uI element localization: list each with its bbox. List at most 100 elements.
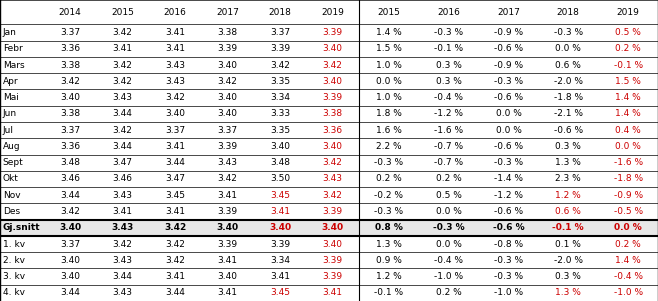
Text: 3.42: 3.42 [165,93,185,102]
Text: 3.40: 3.40 [60,93,80,102]
Text: 3.44: 3.44 [113,109,132,118]
Text: 3.34: 3.34 [270,256,290,265]
Text: 2018: 2018 [557,8,580,17]
Text: -0.3 %: -0.3 % [433,223,465,232]
Text: 3.40: 3.40 [218,93,238,102]
Text: 3.43: 3.43 [113,288,132,297]
Text: 0.3 %: 0.3 % [436,77,461,86]
Text: 3.42: 3.42 [218,77,238,86]
Text: 3.45: 3.45 [165,191,185,200]
Text: 0.2 %: 0.2 % [436,175,461,184]
Text: -1.2 %: -1.2 % [434,109,463,118]
Text: 0.1 %: 0.1 % [555,240,581,249]
Text: 0.3 %: 0.3 % [555,272,581,281]
Text: 3.44: 3.44 [113,142,132,151]
Text: 1.5 %: 1.5 % [376,44,402,53]
Text: 2014: 2014 [59,8,82,17]
Text: 3.37: 3.37 [165,126,185,135]
Text: 3.39: 3.39 [218,240,238,249]
Text: 3.47: 3.47 [165,175,185,184]
Text: 3.41: 3.41 [322,288,343,297]
Text: Gj.snitt: Gj.snitt [3,223,40,232]
Text: 3.40: 3.40 [269,223,291,232]
Text: -0.3 %: -0.3 % [374,158,403,167]
Text: -1.0 %: -1.0 % [494,288,523,297]
Text: 3.39: 3.39 [218,142,238,151]
Text: 0.6 %: 0.6 % [555,61,581,70]
Text: -0.4 %: -0.4 % [614,272,643,281]
Text: Mars: Mars [3,61,24,70]
Text: 3.40: 3.40 [322,142,343,151]
Text: Nov: Nov [3,191,20,200]
Text: -0.6 %: -0.6 % [493,223,524,232]
Text: -0.3 %: -0.3 % [494,256,523,265]
Text: -0.3 %: -0.3 % [434,28,463,37]
Text: -1.2 %: -1.2 % [494,191,523,200]
Text: 0.0 %: 0.0 % [376,77,402,86]
Text: 3.37: 3.37 [60,240,80,249]
Text: -0.9 %: -0.9 % [494,28,523,37]
Text: 3.39: 3.39 [270,44,290,53]
Text: 3.42: 3.42 [322,61,343,70]
Text: -1.8 %: -1.8 % [613,175,643,184]
Text: Des: Des [3,207,20,216]
Text: 3.36: 3.36 [60,142,80,151]
Text: 2017: 2017 [497,8,520,17]
Text: 3.40: 3.40 [322,44,343,53]
Text: -0.6 %: -0.6 % [494,93,523,102]
Text: 3.40: 3.40 [216,223,239,232]
Text: 0.9 %: 0.9 % [376,256,402,265]
Text: 0.2 %: 0.2 % [436,288,461,297]
Text: 0.5 %: 0.5 % [436,191,461,200]
Text: 3.45: 3.45 [270,288,290,297]
Text: 0.4 %: 0.4 % [615,126,641,135]
Text: 3.44: 3.44 [60,191,80,200]
Text: 3.38: 3.38 [60,61,80,70]
Text: -0.4 %: -0.4 % [434,256,463,265]
Text: -1.0 %: -1.0 % [613,288,643,297]
Text: -0.6 %: -0.6 % [554,126,583,135]
Text: 3.40: 3.40 [59,223,81,232]
Text: 1.4 %: 1.4 % [615,93,641,102]
Text: -1.4 %: -1.4 % [494,175,523,184]
Text: 2019: 2019 [617,8,640,17]
Text: Apr: Apr [3,77,18,86]
Text: 3.37: 3.37 [60,126,80,135]
Text: 0.0 %: 0.0 % [436,207,461,216]
Text: 2016: 2016 [164,8,186,17]
Text: 3.42: 3.42 [322,158,343,167]
Text: 2015: 2015 [378,8,400,17]
Text: 0.0 %: 0.0 % [614,223,642,232]
Text: -0.6 %: -0.6 % [494,44,523,53]
Text: 1.4 %: 1.4 % [615,109,641,118]
Text: 3.42: 3.42 [113,77,132,86]
Text: 0.3 %: 0.3 % [555,142,581,151]
Text: -2.0 %: -2.0 % [554,77,583,86]
Text: 3.40: 3.40 [218,109,238,118]
Text: 3.40: 3.40 [270,142,290,151]
Text: 3.46: 3.46 [60,175,80,184]
Text: 0.5 %: 0.5 % [615,28,641,37]
Text: 0.3 %: 0.3 % [436,61,461,70]
Text: 3.41: 3.41 [218,288,238,297]
Text: -2.0 %: -2.0 % [554,256,583,265]
Text: 3.41: 3.41 [165,28,185,37]
Text: 3.40: 3.40 [322,77,343,86]
Text: 3.42: 3.42 [113,240,132,249]
Text: 3.38: 3.38 [60,109,80,118]
Text: 3.48: 3.48 [60,158,80,167]
Text: 1.6 %: 1.6 % [376,126,402,135]
Text: 2. kv: 2. kv [3,256,24,265]
Text: -0.4 %: -0.4 % [434,93,463,102]
Text: 3.38: 3.38 [322,109,343,118]
Text: 3.34: 3.34 [270,93,290,102]
Text: 3.42: 3.42 [322,191,343,200]
Text: -1.0 %: -1.0 % [434,272,463,281]
Text: 3.41: 3.41 [218,191,238,200]
Text: 3.40: 3.40 [218,61,238,70]
Text: -0.6 %: -0.6 % [494,207,523,216]
Text: 3.39: 3.39 [218,207,238,216]
Text: 1.2 %: 1.2 % [555,191,581,200]
Text: 1.3 %: 1.3 % [376,240,402,249]
Text: 3.42: 3.42 [164,223,186,232]
